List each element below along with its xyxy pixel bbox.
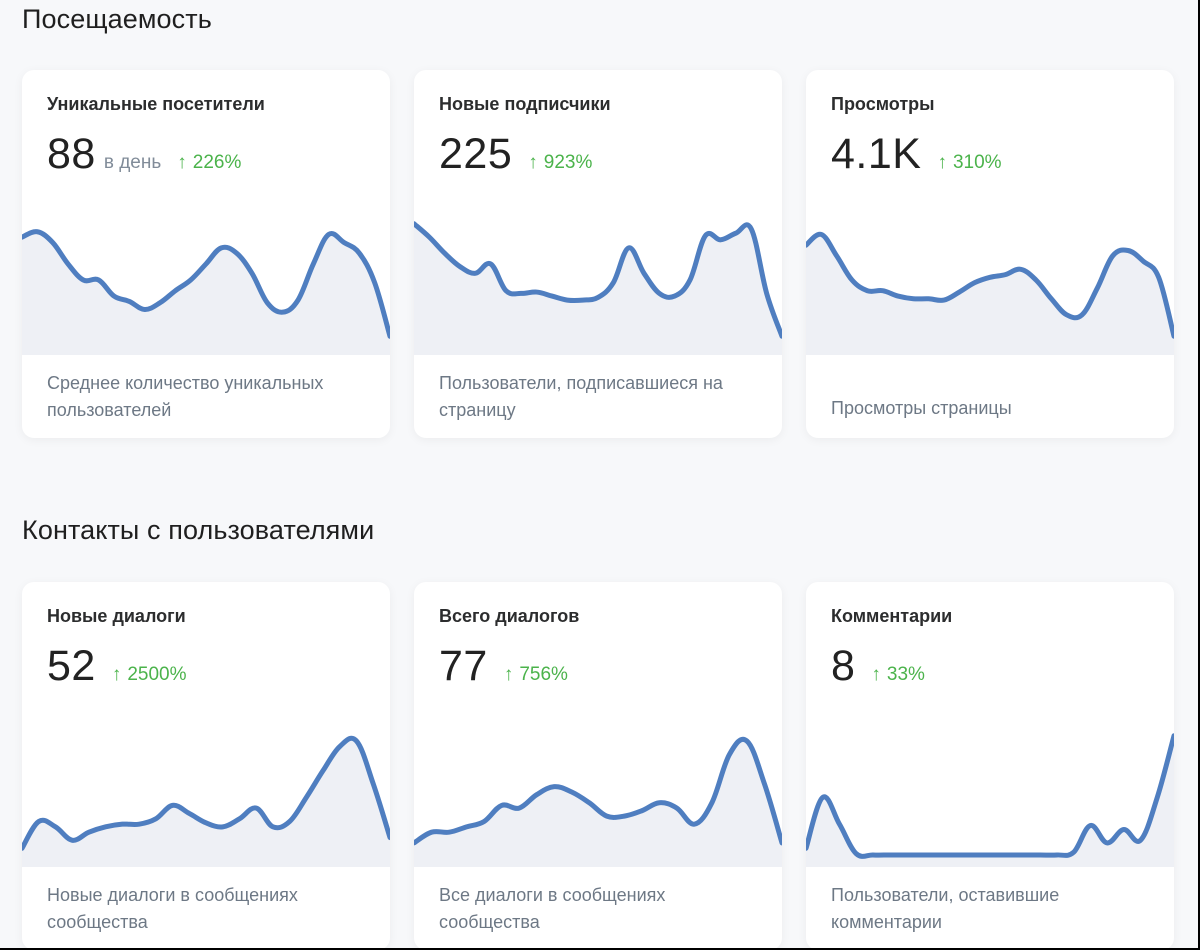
section-title-traffic: Посещаемость: [22, 4, 212, 34]
stat-card-unique-visitors[interactable]: Уникальные посетители 88 в день ↑ 226% С…: [22, 70, 390, 438]
metric-row: 88 в день ↑ 226%: [47, 130, 241, 179]
card-title: Комментарии: [831, 606, 953, 626]
sparkline-chart: [22, 229, 390, 355]
metric-row: 52 ↑ 2500%: [47, 642, 187, 691]
delta-value: 923%: [543, 152, 593, 173]
metric-row: 8 ↑ 33%: [831, 642, 925, 691]
card-description: Пользователи, оставившие комментарии: [831, 885, 1060, 932]
metric-value: 88: [47, 130, 96, 178]
stat-card-new-subscribers[interactable]: Новые подписчики 225 ↑ 923% Пользователи…: [414, 70, 782, 438]
stat-card-total-dialogs[interactable]: Всего диалогов 77 ↑ 756% Все диалоги в с…: [414, 582, 782, 950]
sparkline-line: [806, 231, 1174, 339]
arrow-up-icon: ↑: [111, 664, 122, 685]
card-description: Просмотры страницы: [831, 398, 1012, 418]
card-title: Уникальные посетители: [47, 94, 265, 114]
card-title: Просмотры: [831, 94, 935, 114]
sparkline-area: [414, 739, 782, 867]
sparkline-chart: [414, 736, 782, 867]
metric-value: 4.1K: [831, 130, 922, 178]
metric-delta: ↑ 2500%: [112, 664, 187, 686]
metric-delta: ↑ 310%: [937, 152, 1001, 174]
card-title: Новые диалоги: [47, 606, 186, 626]
metric-row: 225 ↑ 923%: [439, 130, 592, 179]
metric-value: 225: [439, 130, 513, 178]
arrow-up-icon: ↑: [503, 664, 514, 685]
sparkline-chart: [414, 221, 782, 355]
arrow-up-icon: ↑: [937, 152, 947, 173]
metric-row: 4.1K ↑ 310%: [831, 130, 1002, 179]
metric-delta: ↑ 923%: [528, 152, 592, 174]
delta-value: 2500%: [127, 664, 187, 685]
card-title: Всего диалогов: [439, 606, 580, 626]
sparkline-line: [22, 735, 390, 851]
sparkline-line: [414, 221, 782, 339]
card-description: Все диалоги в сообщениях сообщества: [439, 885, 666, 932]
sparkline-chart: [806, 733, 1174, 867]
sparkline-line: [806, 733, 1174, 859]
section-title-contacts: Контакты с пользователями: [22, 515, 375, 545]
metric-delta: ↑ 33%: [871, 664, 925, 686]
sparkline-chart: [806, 231, 1174, 355]
sparkline-area: [806, 234, 1174, 355]
metric-value: 52: [47, 642, 96, 690]
metric-value: 8: [831, 642, 856, 690]
sparkline-line: [22, 229, 390, 339]
stat-card-views[interactable]: Просмотры 4.1K ↑ 310% Просмотры страницы: [806, 70, 1174, 438]
card-description: Новые диалоги в сообщениях сообщества: [47, 885, 298, 932]
stat-card-new-dialogs[interactable]: Новые диалоги 52 ↑ 2500% Новые диалоги в…: [22, 582, 390, 950]
sparkline-chart: [22, 735, 390, 867]
metric-value: 77: [439, 642, 488, 690]
sparkline-area: [22, 231, 390, 355]
stat-card-comments[interactable]: Комментарии 8 ↑ 33% Пользователи, остави…: [806, 582, 1174, 950]
metric-unit: в день: [103, 152, 162, 173]
card-description: Пользователи, подписавшиеся на страницу: [439, 373, 723, 420]
metric-delta: ↑ 226%: [177, 152, 241, 174]
delta-value: 226%: [192, 152, 242, 173]
card-title: Новые подписчики: [439, 94, 611, 114]
sparkline-line: [414, 736, 782, 846]
delta-value: 756%: [519, 664, 568, 685]
delta-value: 33%: [886, 664, 925, 685]
sparkline-area: [22, 738, 390, 867]
arrow-up-icon: ↑: [177, 152, 187, 173]
metric-row: 77 ↑ 756%: [439, 642, 568, 691]
delta-value: 310%: [952, 152, 1002, 173]
arrow-up-icon: ↑: [528, 152, 538, 173]
sparkline-area: [806, 735, 1174, 867]
metric-delta: ↑ 756%: [504, 664, 568, 686]
arrow-up-icon: ↑: [871, 664, 881, 685]
card-description: Среднее количество уникальных пользовате…: [47, 373, 324, 420]
sparkline-area: [414, 223, 782, 355]
